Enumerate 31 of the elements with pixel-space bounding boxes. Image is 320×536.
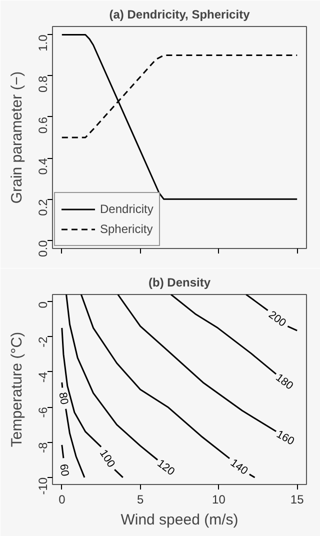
text: 160 [274, 428, 296, 448]
text: 200 [266, 308, 288, 330]
x-tick-label: 10 [212, 492, 226, 506]
y-tick-label: 0.2 [36, 198, 50, 216]
y-tick-label: -2 [36, 336, 50, 348]
y-tick-label: 0.4 [36, 158, 50, 175]
y-tick-label: 0 [36, 301, 50, 308]
y-tick-label: 0.6 [36, 116, 50, 134]
y-tick-label: 0.8 [36, 76, 50, 93]
y-tick-label: 1.0 [36, 34, 50, 52]
x-axis-title: Wind speed (m/s) [120, 512, 238, 528]
chart-title: (a) Dendricity, Sphericity [109, 8, 250, 22]
chart-title: (b) Density [148, 276, 211, 290]
text: 60 [57, 463, 71, 478]
y-tick-label: -10 [36, 477, 50, 495]
y-tick-label: -4 [36, 372, 50, 383]
text: 100 [96, 448, 118, 470]
y-tick-label: -6 [36, 406, 50, 418]
text: 180 [273, 372, 296, 392]
x-tick-label: 15 [290, 492, 304, 506]
x-tick-label: 5 [136, 492, 144, 506]
y-axis-title: Temperature (°C) [8, 332, 26, 448]
y-tick-label: -8 [36, 442, 50, 453]
legend-label: Sphericity [100, 222, 153, 236]
text: 140 [228, 456, 250, 478]
text: 80 [56, 391, 70, 406]
text: 120 [154, 458, 177, 478]
y-axis-title: Grain parameter (−) [8, 71, 26, 204]
x-tick-label: 0 [58, 492, 66, 506]
y-tick-label: 0.0 [36, 240, 50, 257]
legend-label: Dendricity [100, 202, 154, 216]
